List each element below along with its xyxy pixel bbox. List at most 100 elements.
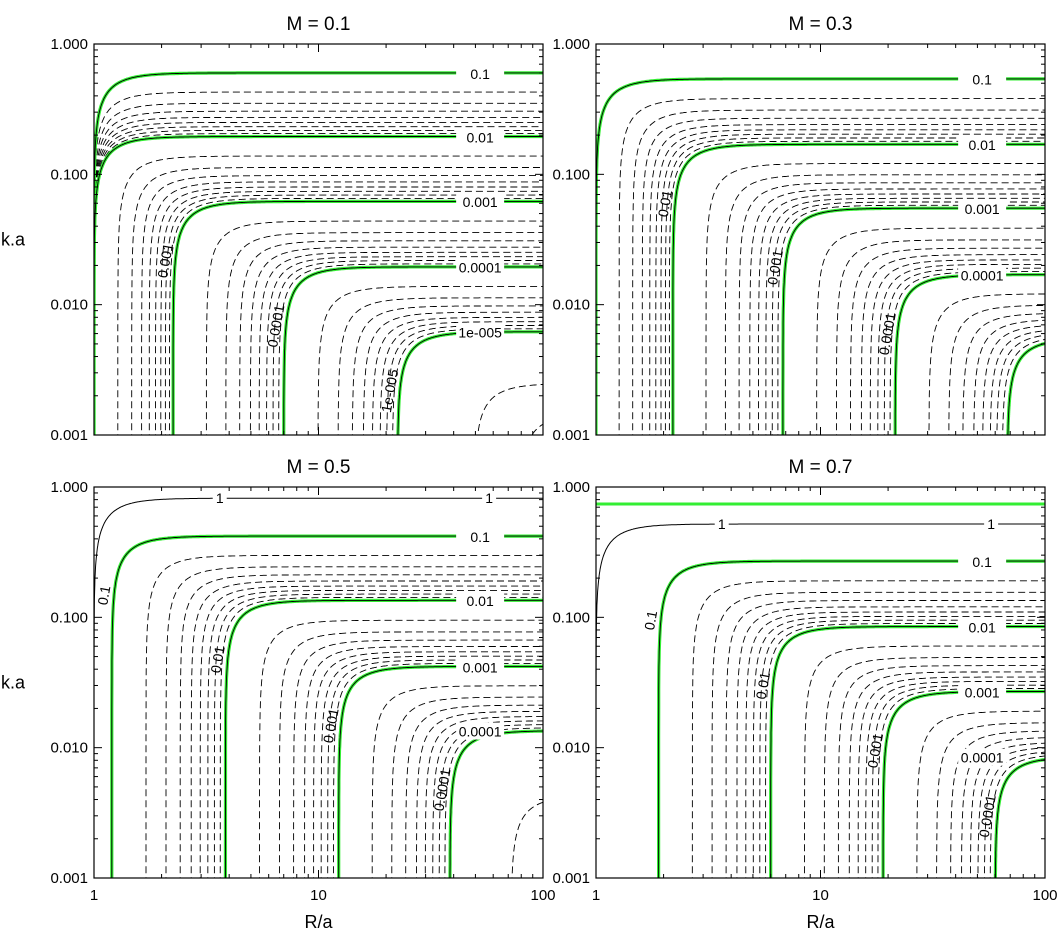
contour-label: 1 [987,516,995,532]
panel-title: M = 0.1 [287,14,351,35]
y-axis-label: k.a [1,230,26,250]
minor-contour-line [313,651,543,878]
minor-contour-line [372,316,543,435]
contour-panel: 1 1 0.1 0.1 0.01 0.01 0.001 0.001 0.0001 0.0001 0.… [552,457,1057,932]
minor-contour-line [278,263,543,435]
contour-line [172,200,543,435]
minor-contour-line [749,188,1045,435]
minor-contour-line [738,182,1045,435]
minor-contour-line [511,801,543,878]
y-tick-label: 1.000 [50,479,88,496]
minor-contour-line [961,737,1045,878]
minor-contour-line [179,574,543,878]
minor-contour-line [141,175,543,435]
minor-contour-line [948,304,1045,435]
y-tick-label: 0.100 [50,166,88,183]
minor-contour-line [438,724,543,878]
minor-contour-line [272,260,543,435]
minor-contour-line [213,593,543,878]
contour-label: 0.1 [470,529,490,545]
minor-contour-line [765,623,1045,878]
minor-contour-line [871,684,1045,878]
minor-contour-line [94,121,543,435]
contour-line [94,136,543,435]
contour-label: 0.0001 [961,750,1004,766]
y-tick-label: 0.100 [50,609,88,626]
minor-contour-line [165,566,543,878]
minor-contour-line [207,589,543,878]
contour-label: 1 [485,490,493,506]
minor-contour-line [392,328,543,435]
minor-contour-line [777,204,1045,435]
minor-contour-line [279,631,543,878]
y-tick-label: 0.001 [552,870,590,887]
minor-contour-line [889,271,1045,435]
thin-contour-line [94,497,543,878]
minor-contour-line [996,334,1045,435]
minor-contour-line [293,639,543,878]
contour-label: 0.0001 [264,303,287,348]
minor-contour-line [190,580,543,878]
minor-contour-line [168,197,543,435]
minor-contour-line [771,201,1045,435]
minor-contour-line [259,619,543,878]
minor-contour-line [836,239,1045,435]
x-axis-label: R/a [304,912,333,932]
highlighted-contour [223,598,543,878]
minor-contour-line [94,102,543,435]
contour-label: 0.1 [972,72,992,88]
contour-label: 0.001 [764,248,786,285]
minor-contour-line [982,325,1045,435]
minor-contour-line [131,167,543,435]
y-tick-label: 0.100 [552,166,590,183]
contour-panel: 0.1 0.01 0.001 0.001 0.0001 0.0001 1e-005 1e-00… [1,14,544,444]
highlighted-contour [769,624,1045,878]
minor-contour-line [249,246,543,435]
highlighted-contour [282,265,543,435]
contour-label: 1e-005 [458,325,502,341]
minor-contour-line [94,110,543,435]
minor-contour-line [660,133,1045,435]
y-tick-label: 0.001 [50,427,88,444]
minor-contour-line [989,330,1045,435]
thin-contour-line [596,523,1045,878]
minor-contour-line [850,247,1045,435]
minor-contour-line [916,710,1045,878]
minor-contour-line [205,220,543,435]
contour-label: 0.0001 [961,267,1004,283]
minor-contour-line [759,619,1045,878]
contour-line [224,599,543,878]
contour-label: 0.01 [467,593,494,609]
minor-contour-line [705,163,1045,435]
contour-label: 0.001 [864,732,886,769]
y-tick-label: 1.000 [552,479,590,496]
minor-contour-line [155,186,543,435]
minor-contour-line [424,716,543,878]
minor-contour-line [351,305,543,435]
minor-contour-line [477,383,543,435]
minor-contour-line [848,671,1045,878]
minor-contour-line [745,611,1045,878]
minor-contour-line [877,263,1045,435]
contour-label: 1 [718,516,726,532]
y-tick-label: 1.000 [552,36,590,53]
x-tick-label: 10 [812,887,829,904]
contour-label: 0.1 [641,609,660,631]
contour-line [449,730,543,878]
contour-line [94,72,543,435]
minor-contour-line [416,710,543,878]
y-tick-label: 0.001 [552,427,590,444]
minor-contour-line [239,240,543,435]
minor-contour-line [225,232,543,435]
panel-title: M = 0.7 [789,457,853,478]
y-tick-label: 0.010 [552,297,590,314]
contour-label: 0.001 [965,201,1000,217]
minor-contour-line [1002,338,1045,435]
highlighted-contour [1006,342,1045,435]
highlighted-contour [893,273,1045,435]
x-tick-label: 1 [90,887,98,904]
minor-contour-line [363,311,543,435]
x-axis-label: R/a [806,912,835,932]
contour-label: 0.01 [467,129,494,145]
contour-label: 0.01 [655,188,676,218]
